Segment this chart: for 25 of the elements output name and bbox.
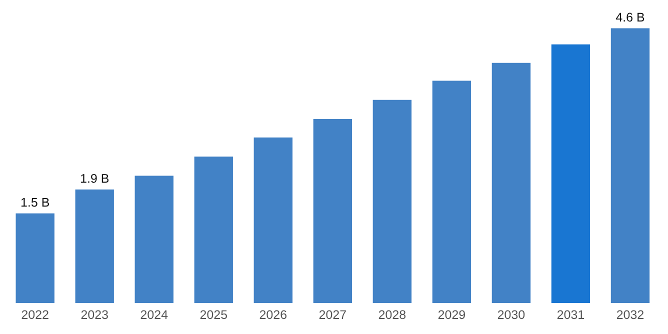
bar [432, 80, 472, 303]
x-tick-label: 2027 [319, 310, 346, 320]
data-label: 1.5 B [21, 198, 50, 207]
x-tick-label: 2025 [200, 310, 228, 320]
x-tick-label: 2022 [22, 310, 48, 320]
bar [75, 189, 114, 303]
x-tick-label: 2023 [81, 310, 108, 320]
bar [610, 28, 650, 303]
bar [372, 100, 412, 303]
bar [254, 138, 292, 303]
x-tick-label: 2030 [498, 310, 525, 320]
x-tick-label: 2029 [438, 310, 465, 320]
x-tick-label: 2026 [260, 310, 287, 320]
data-label: 1.9 B [80, 174, 109, 183]
x-tick-label: 2028 [378, 310, 406, 320]
x-tick-label: 2032 [616, 310, 644, 320]
bar [551, 44, 590, 303]
bar [16, 213, 54, 303]
x-tick-label: 2031 [557, 310, 584, 320]
bar [313, 119, 352, 303]
bar [194, 156, 233, 303]
data-label: 4.6 B [616, 12, 644, 22]
x-tick-label: 2024 [140, 310, 168, 320]
bar [492, 62, 531, 303]
bar [134, 176, 174, 303]
